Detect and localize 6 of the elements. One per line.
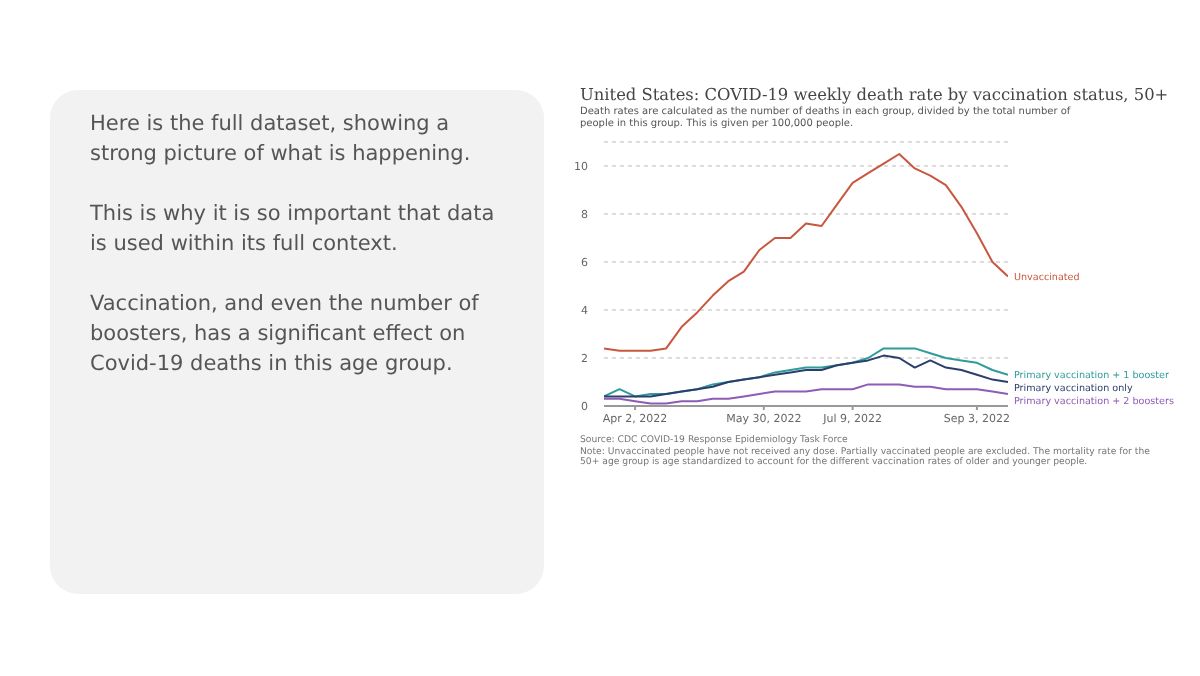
text: Vaccination, and even the number of boosters, has a significant effect on Covid-19 deaths in this age group. [90,290,481,380]
chart-title: United States: COVID-19 weekly death rate by vaccination status, 50+ [580,84,1171,104]
line-series [604,383,1008,405]
text: This is why it is so important that data is used within its full context. [90,200,497,260]
line-series [604,153,1008,352]
text: Here is the full dataset, showing a strong picture of what is happening. [90,110,473,170]
